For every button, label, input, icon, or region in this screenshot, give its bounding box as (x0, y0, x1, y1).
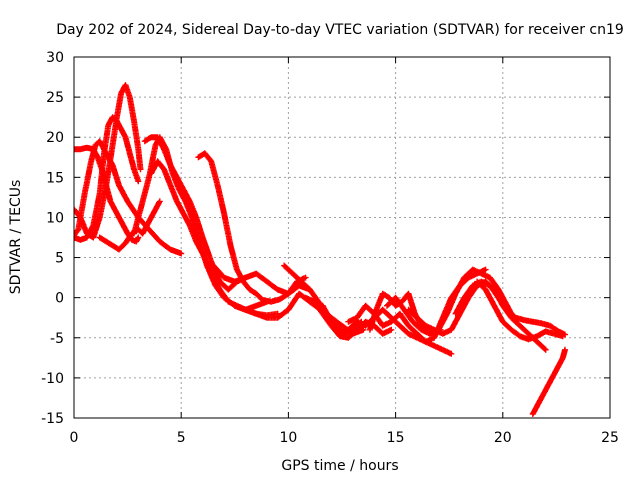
y-tick-label: 30 (46, 50, 64, 66)
x-tick-label: 5 (177, 430, 186, 446)
data-point-markers (474, 278, 566, 343)
series-track-6 (131, 134, 281, 319)
data-point-markers (131, 134, 281, 319)
series-track-20 (474, 278, 566, 343)
y-axis-label: SDTVAR / TECUs (8, 180, 24, 295)
x-tick-label: 25 (601, 430, 619, 446)
data-points (74, 82, 568, 417)
series-track-10 (210, 262, 313, 297)
y-tick-label: 20 (46, 130, 64, 146)
plot-frame (73, 56, 611, 419)
y-tick-label: -5 (50, 331, 64, 347)
data-point-markers (452, 278, 568, 338)
series-track-4 (74, 82, 144, 241)
y-tick-label: -10 (41, 371, 64, 387)
data-point-markers (529, 346, 568, 417)
y-tick-label: 5 (55, 251, 64, 267)
x-tick-label: 15 (387, 430, 405, 446)
y-tick-label: 15 (46, 170, 64, 186)
y-tick-label: 25 (46, 90, 64, 106)
y-tick-label: 0 (55, 291, 64, 307)
series-track-19 (452, 278, 568, 338)
y-tick-label: 10 (46, 210, 64, 226)
x-axis-ticks: 0 5 10 15 20 25 (70, 57, 619, 446)
x-axis-label: GPS time / hours (281, 458, 398, 474)
plot-area (74, 82, 568, 417)
series-track-5 (96, 198, 163, 253)
x-tick-label: 20 (494, 430, 512, 446)
data-point-markers (96, 198, 163, 253)
x-tick-label: 10 (279, 430, 297, 446)
series-track-21 (529, 346, 568, 417)
x-tick-label: 0 (70, 430, 79, 446)
y-tick-label: -15 (41, 411, 64, 427)
data-point-markers (141, 134, 249, 293)
series-track-7 (141, 134, 249, 293)
data-point-markers (74, 82, 144, 241)
y-axis-ticks: -15 -10 -5 0 5 10 15 20 25 30 (41, 50, 610, 427)
data-point-markers (210, 262, 313, 297)
chart-title: Day 202 of 2024, Sidereal Day-to-day VTE… (56, 22, 624, 38)
